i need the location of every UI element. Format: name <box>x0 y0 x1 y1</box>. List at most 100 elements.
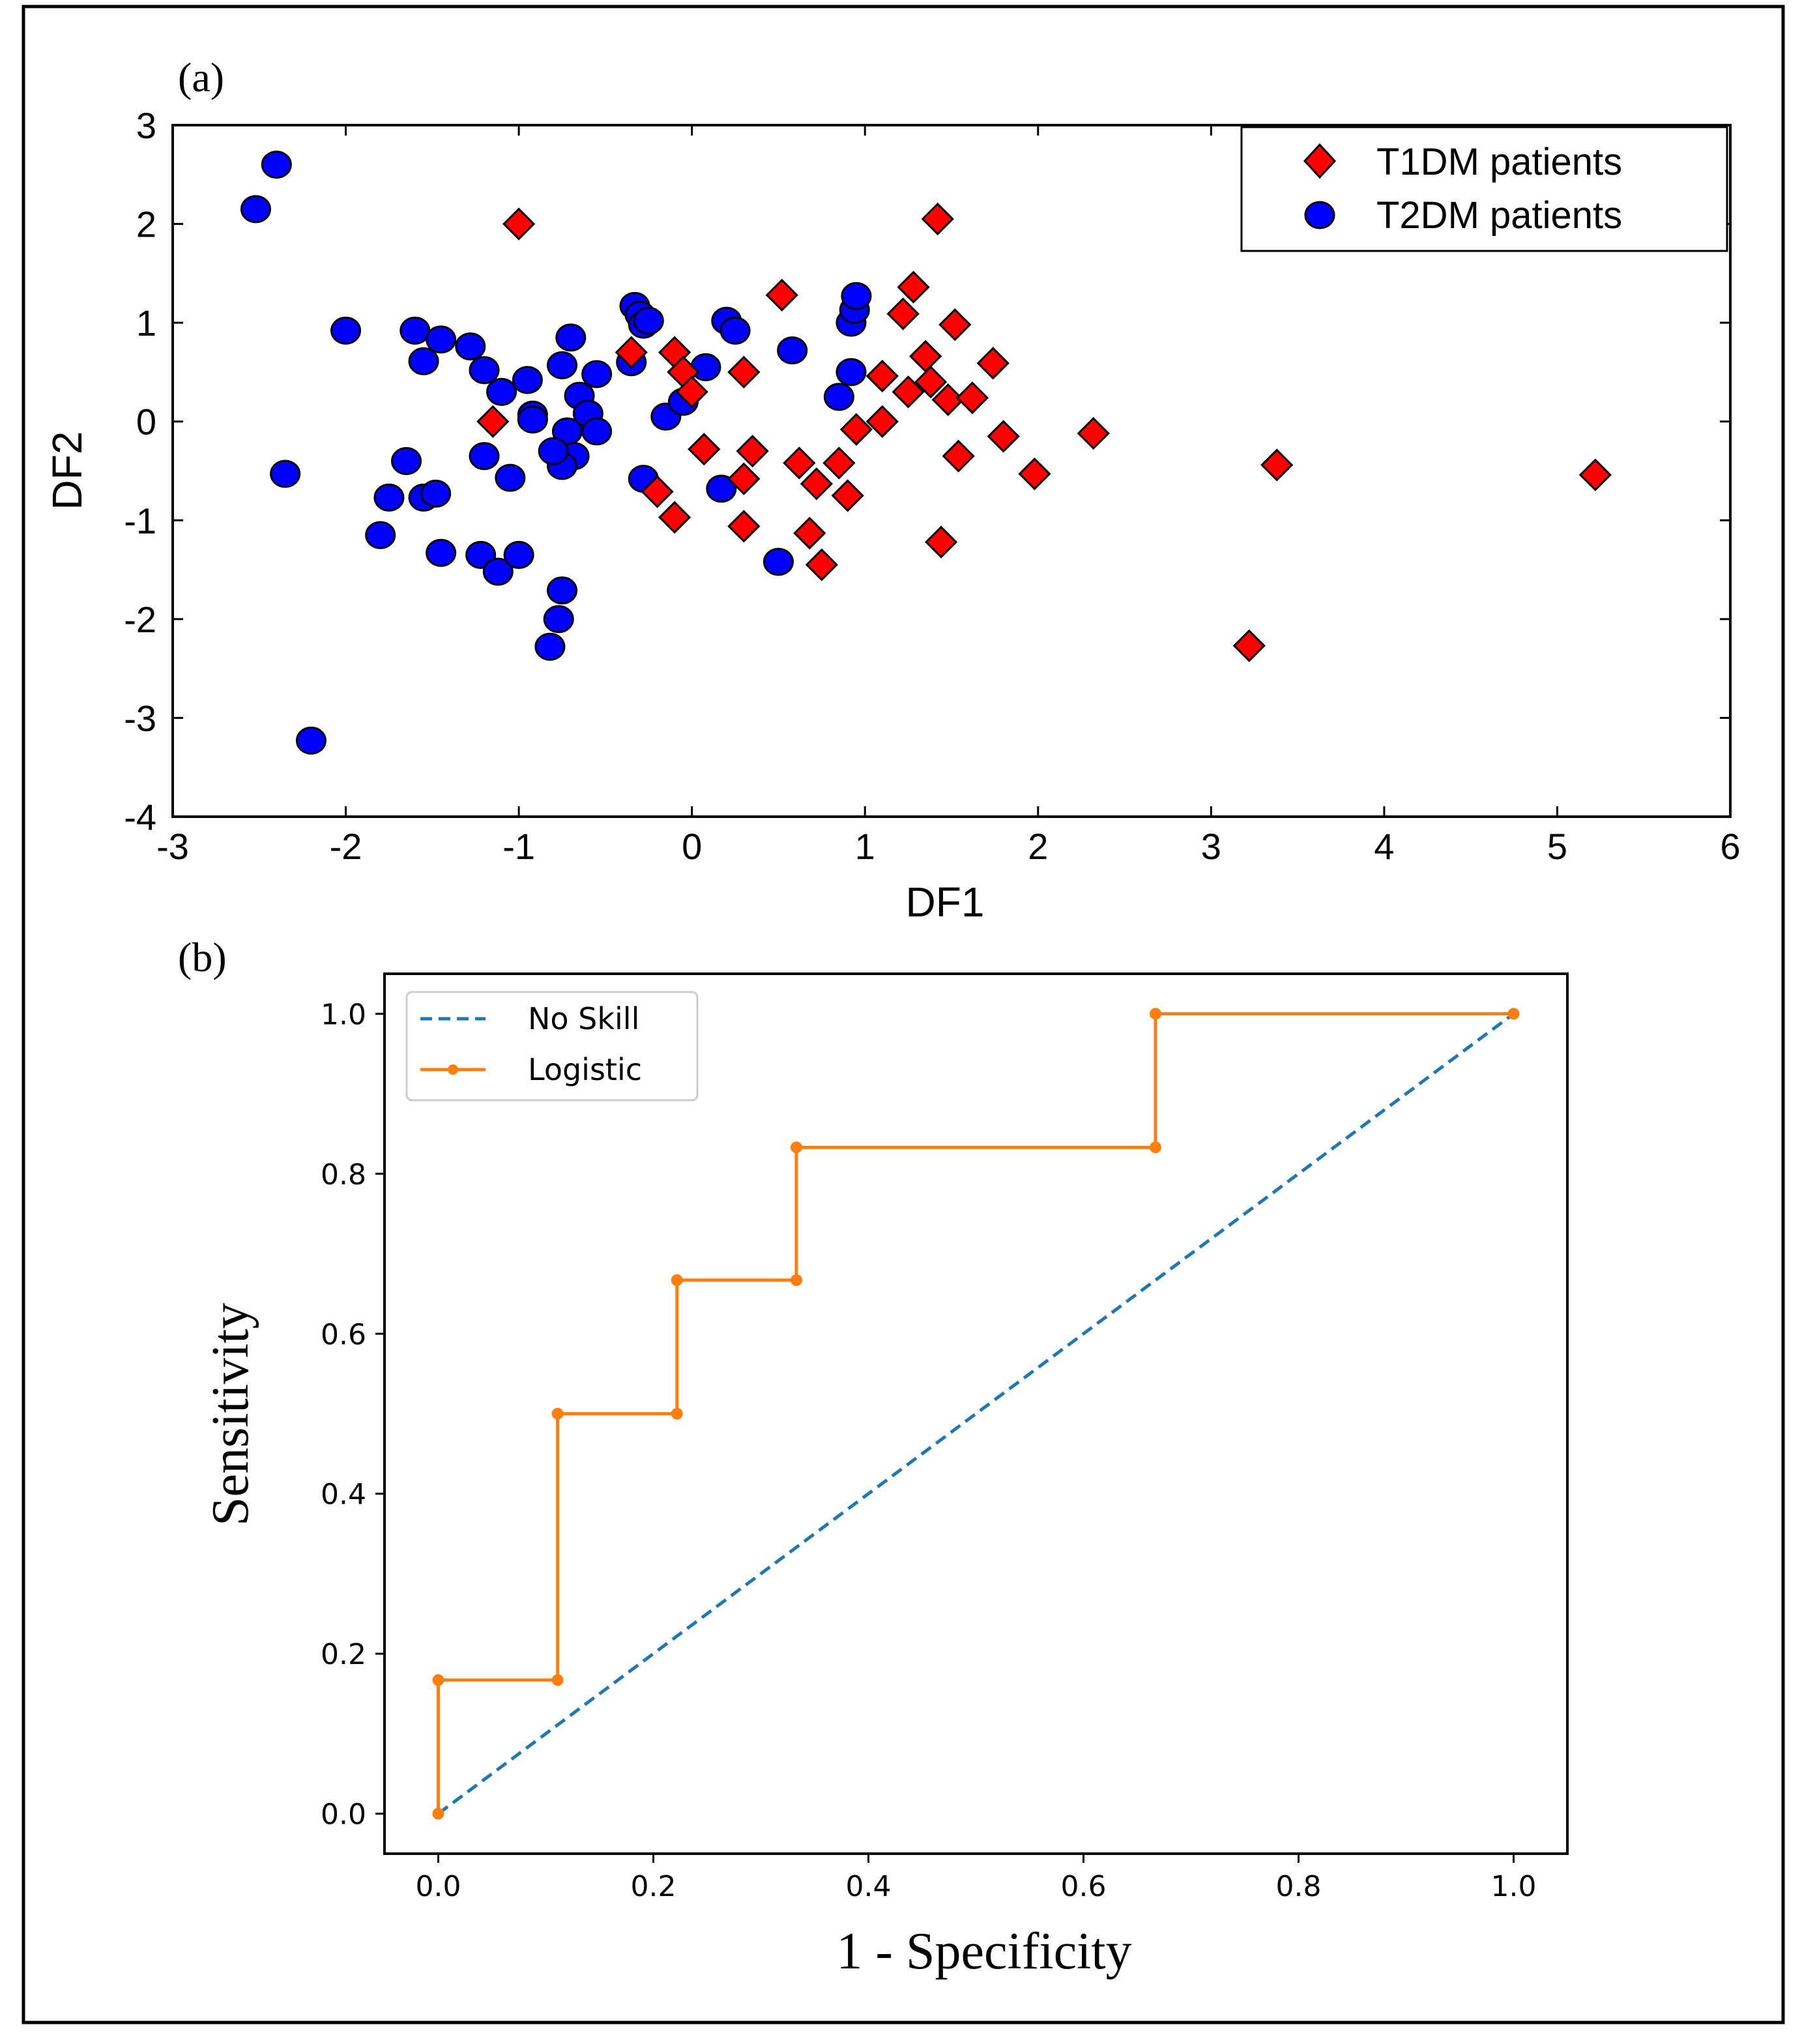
t2dm-point <box>763 548 794 576</box>
roc-legend: No Skill Logistic <box>405 991 699 1102</box>
no-skill-line <box>437 1012 1515 1815</box>
t2dm-point <box>841 282 872 310</box>
t2dm-point <box>426 538 457 567</box>
roc-axes <box>383 972 1569 1855</box>
t2dm-point <box>295 726 327 755</box>
t1dm-point <box>688 433 721 466</box>
logistic-point <box>432 1674 444 1686</box>
t1dm-point <box>658 501 691 534</box>
t1dm-point <box>892 375 925 409</box>
t2dm-point <box>706 474 737 503</box>
t1dm-point <box>476 405 510 438</box>
roc-x-tick-label: 0.0 <box>416 1870 461 1903</box>
t1dm-point <box>502 207 536 241</box>
scatter-x-tick-label: 6 <box>1720 826 1740 867</box>
t2dm-point <box>455 332 486 361</box>
scatter-x-tick-label: -2 <box>330 826 362 867</box>
scatter-axes <box>171 124 1732 818</box>
scatter-x-tick-label: 5 <box>1547 826 1567 867</box>
legend-logistic-marker <box>448 1064 458 1075</box>
t2dm-point <box>420 479 452 508</box>
t2dm-point <box>391 446 422 475</box>
scatter-x-tick-label: 2 <box>1028 826 1048 867</box>
t1dm-point <box>839 413 873 446</box>
logistic-point <box>1150 1141 1162 1154</box>
roc-y-axis-label: Sensitivity <box>202 1303 259 1526</box>
t2dm-point <box>547 576 577 605</box>
t2dm-point <box>538 437 569 465</box>
t1dm-point <box>800 467 833 501</box>
legend-t1dm-marker <box>1303 143 1337 179</box>
t2dm-point <box>581 360 613 388</box>
roc-y-tick-label: 0.6 <box>321 1318 366 1351</box>
t2dm-point <box>633 306 664 335</box>
figure-frame <box>22 5 1785 2024</box>
t2dm-point <box>495 463 526 492</box>
scatter-y-tick-label: 2 <box>136 204 156 245</box>
roc-x-tick-label: 0.2 <box>631 1870 676 1903</box>
scatter-x-tick-label: -1 <box>502 826 535 867</box>
scatter-y-tick-label: 1 <box>136 302 156 343</box>
logistic-point <box>432 1807 444 1820</box>
logistic-point <box>1150 1008 1162 1020</box>
t2dm-point <box>261 151 292 179</box>
scatter-y-axis-label: DF2 <box>44 431 91 510</box>
t1dm-point <box>865 359 899 393</box>
t1dm-point <box>641 475 674 508</box>
t2dm-point <box>426 325 457 354</box>
logistic-point <box>671 1408 683 1420</box>
scatter-y-tick-label: -2 <box>124 599 156 640</box>
t1dm-point <box>615 336 648 369</box>
t1dm-point <box>1578 458 1612 491</box>
t1dm-point <box>914 365 948 399</box>
t2dm-point <box>373 483 405 512</box>
roc-y-tick-label: 0.4 <box>321 1478 366 1511</box>
legend-t2dm-label: T2DM patients <box>1376 194 1622 237</box>
scatter-y-tick-label: 0 <box>136 402 156 443</box>
t1dm-point <box>886 297 920 330</box>
t2dm-point <box>719 316 751 345</box>
t1dm-point <box>865 405 899 438</box>
t2dm-point <box>581 417 613 446</box>
t2dm-point <box>240 195 271 224</box>
logistic-point <box>790 1141 802 1154</box>
t1dm-point <box>909 340 942 373</box>
roc-y-tick-label: 1.0 <box>321 998 366 1031</box>
panel-b-label: (b) <box>178 934 227 980</box>
logistic-point <box>551 1674 564 1686</box>
scatter-y-tick-label: -3 <box>124 697 156 738</box>
t1dm-point <box>942 439 975 473</box>
t2dm-point <box>555 323 587 352</box>
t2dm-point <box>534 632 566 661</box>
roc-plot: 0.0 0.2 0.4 0.6 0.8 1.0 0.0 0.2 0.4 0.6 0.8 1.0 1 -… <box>202 972 1569 1980</box>
roc-x-tick-label: 0.8 <box>1276 1870 1322 1903</box>
scatter-x-tick-label: -3 <box>156 826 189 867</box>
t1dm-point <box>1232 629 1266 662</box>
scatter-x-tick-label: 0 <box>682 826 702 867</box>
t2dm-point <box>547 351 577 379</box>
t2dm-point <box>469 356 500 385</box>
roc-x-tick-label: 0.4 <box>846 1870 892 1903</box>
t1dm-point <box>822 446 856 480</box>
legend-t2dm-marker <box>1304 201 1335 229</box>
scatter-x-tick-label: 4 <box>1374 826 1394 867</box>
roc-x-tick-label: 0.6 <box>1061 1870 1107 1903</box>
roc-y-tick-label: 0.0 <box>321 1798 366 1832</box>
t1dm-point <box>987 420 1020 453</box>
logistic-point <box>551 1408 564 1420</box>
scatter-y-tick-label: -1 <box>124 500 156 541</box>
t2dm-point <box>482 557 514 586</box>
t1dm-point <box>924 525 958 559</box>
t1dm-point <box>931 383 965 416</box>
scatter-y-tick-label: 3 <box>136 105 156 146</box>
scatter-x-tick-label: 1 <box>855 826 875 867</box>
t1dm-point <box>727 355 761 389</box>
t2dm-point <box>690 353 721 381</box>
t2dm-point <box>486 377 517 406</box>
logistic-point <box>671 1274 683 1287</box>
t1dm-point <box>727 510 761 543</box>
t1dm-point <box>938 308 972 342</box>
